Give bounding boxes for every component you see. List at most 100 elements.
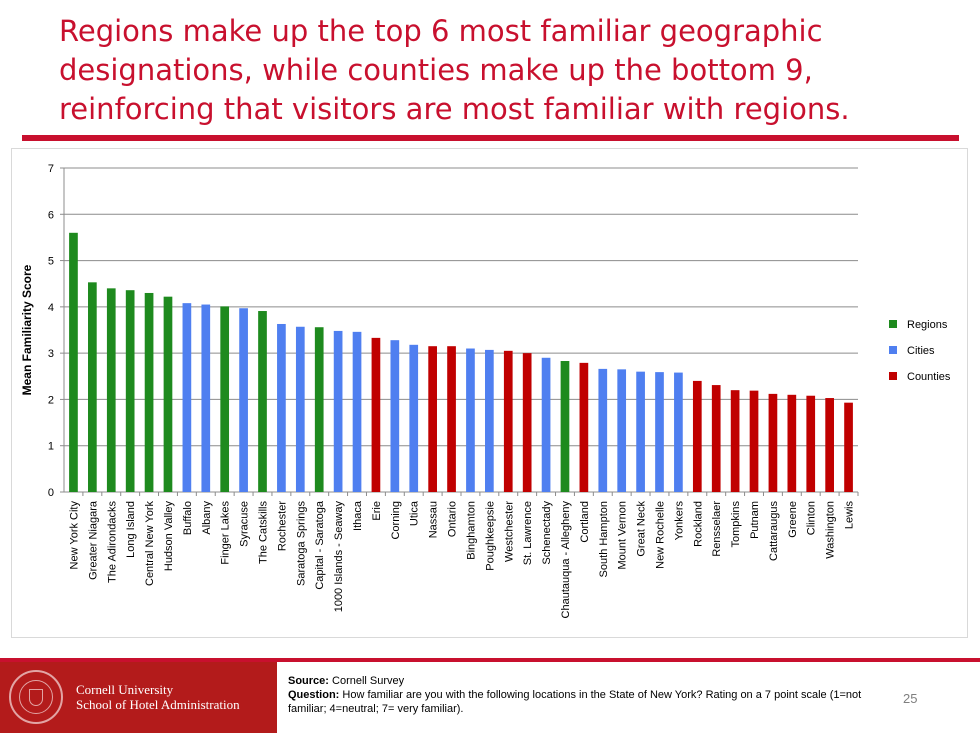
bar-tompkins bbox=[730, 390, 740, 492]
bar-cattaraugus bbox=[768, 393, 778, 492]
bar-the-catskills bbox=[258, 311, 267, 492]
y-tick-label: 6 bbox=[48, 209, 54, 221]
x-tick-label: Greene bbox=[787, 501, 799, 538]
x-tick-label: Mount Vernon bbox=[617, 501, 629, 570]
bar-buffalo bbox=[182, 303, 192, 492]
question-line: Question: How familiar are you with the … bbox=[288, 688, 888, 716]
x-tick-label: Syracuse bbox=[239, 501, 251, 547]
y-tick-label: 3 bbox=[48, 348, 54, 360]
y-tick-label: 0 bbox=[48, 487, 54, 499]
y-tick-label: 5 bbox=[48, 256, 54, 268]
bar-syracuse bbox=[239, 308, 248, 492]
x-tick-label: Chautauqua - Allegheny bbox=[560, 501, 572, 619]
x-tick-label: Capital - Saratoga bbox=[314, 500, 326, 590]
x-tick-label: Central New York bbox=[144, 501, 156, 586]
bar-hudson-valley bbox=[163, 296, 173, 492]
y-axis-title: Mean Familiarity Score bbox=[20, 264, 34, 395]
bar-mount-vernon bbox=[617, 369, 627, 492]
y-tick-label: 4 bbox=[48, 302, 54, 314]
legend-label-cities: Cities bbox=[907, 345, 935, 357]
x-tick-label: The Adirondacks bbox=[106, 501, 118, 583]
bar-rockland bbox=[692, 380, 702, 492]
bar-rensselaer bbox=[711, 385, 721, 492]
question-text: How familiar are you with the following … bbox=[288, 689, 862, 715]
x-tick-label: Ontario bbox=[447, 501, 459, 537]
source-label: Source: bbox=[288, 675, 329, 687]
x-tick-label: Rockland bbox=[692, 501, 704, 547]
source-note: Source: Cornell Survey Question: How fam… bbox=[288, 674, 888, 716]
bar-finger-lakes bbox=[220, 306, 230, 492]
x-tick-label: 1000 Islands - Seaway bbox=[333, 501, 345, 613]
legend-swatch-counties bbox=[889, 372, 897, 380]
bar-schenectady bbox=[541, 357, 551, 492]
bar-putnam bbox=[749, 390, 759, 492]
x-tick-label: New Rochelle bbox=[655, 501, 667, 569]
bar-clinton bbox=[806, 395, 816, 492]
cornell-seal-icon bbox=[9, 670, 63, 724]
legend-label-regions: Regions bbox=[907, 319, 948, 331]
bar-capital-saratoga bbox=[314, 327, 324, 492]
chart-frame bbox=[11, 148, 968, 638]
brand-line-university: Cornell University bbox=[76, 682, 174, 697]
bar-new-rochelle bbox=[655, 372, 664, 492]
x-tick-label: Hudson Valley bbox=[163, 501, 175, 572]
bar-rochester bbox=[277, 323, 286, 492]
x-tick-label: Clinton bbox=[806, 501, 818, 535]
x-tick-label: Corning bbox=[390, 501, 402, 540]
bar-chautauqua-allegheny bbox=[560, 361, 570, 492]
bar-nassau bbox=[428, 346, 437, 492]
x-tick-label: Binghamton bbox=[465, 501, 477, 560]
x-tick-label: Westchester bbox=[503, 501, 515, 562]
source-text: Cornell Survey bbox=[328, 675, 405, 687]
slide-title: Regions make up the top 6 most familiar … bbox=[59, 14, 850, 126]
x-tick-label: South Hampton bbox=[598, 501, 610, 577]
page-number: 25 bbox=[903, 691, 918, 706]
title-divider bbox=[22, 135, 959, 141]
bar-1000-islands-seaway bbox=[333, 330, 343, 492]
bar-saratoga-springs bbox=[295, 326, 305, 492]
bar-lewis bbox=[844, 402, 853, 492]
x-tick-label: Greater Niagara bbox=[87, 500, 99, 580]
bar-poughkeepsie bbox=[485, 349, 494, 492]
x-tick-label: The Catskills bbox=[258, 501, 270, 564]
bar-corning bbox=[390, 340, 400, 492]
bar-utica bbox=[409, 344, 419, 492]
legend-swatch-regions bbox=[889, 320, 897, 328]
legend-label-counties: Counties bbox=[907, 371, 951, 383]
footer-divider bbox=[0, 658, 980, 662]
x-tick-label: Yonkers bbox=[673, 501, 685, 541]
bar-erie bbox=[371, 337, 381, 492]
x-tick-label: Rochester bbox=[276, 501, 288, 551]
bar-the-adirondacks bbox=[106, 288, 116, 492]
x-tick-label: Erie bbox=[371, 501, 383, 521]
bar-ithaca bbox=[352, 331, 362, 492]
x-tick-label: St. Lawrence bbox=[522, 501, 534, 565]
y-tick-label: 7 bbox=[48, 163, 54, 175]
bar-binghamton bbox=[466, 348, 475, 492]
x-tick-label: Tompkins bbox=[730, 501, 742, 548]
bar-cortland bbox=[579, 362, 589, 492]
x-tick-label: Schenectady bbox=[541, 501, 553, 565]
bar-albany bbox=[201, 304, 211, 492]
bar-st-lawrence bbox=[522, 353, 532, 492]
bar-long-island bbox=[125, 290, 135, 492]
x-tick-label: Cortland bbox=[579, 501, 591, 543]
university-brand: Cornell University School of Hotel Admin… bbox=[76, 682, 240, 712]
x-tick-label: Putnam bbox=[749, 501, 761, 539]
bar-washington bbox=[825, 398, 834, 492]
bar-greater-niagara bbox=[88, 282, 97, 492]
x-tick-label: Lewis bbox=[844, 501, 856, 530]
bar-ontario bbox=[447, 346, 456, 492]
x-tick-label: Rensselaer bbox=[711, 501, 723, 557]
x-tick-label: Buffalo bbox=[182, 501, 194, 535]
x-tick-label: Great Neck bbox=[636, 501, 648, 557]
bar-new-york-city bbox=[69, 232, 78, 493]
footer-source-panel bbox=[277, 662, 980, 733]
x-tick-label: Long Island bbox=[125, 501, 137, 558]
x-tick-label: Ithaca bbox=[352, 500, 364, 531]
bar-south-hampton bbox=[598, 368, 608, 492]
bar-greene bbox=[787, 394, 797, 492]
source-line: Source: Cornell Survey bbox=[288, 674, 888, 688]
bar-central-new-york bbox=[144, 292, 154, 492]
